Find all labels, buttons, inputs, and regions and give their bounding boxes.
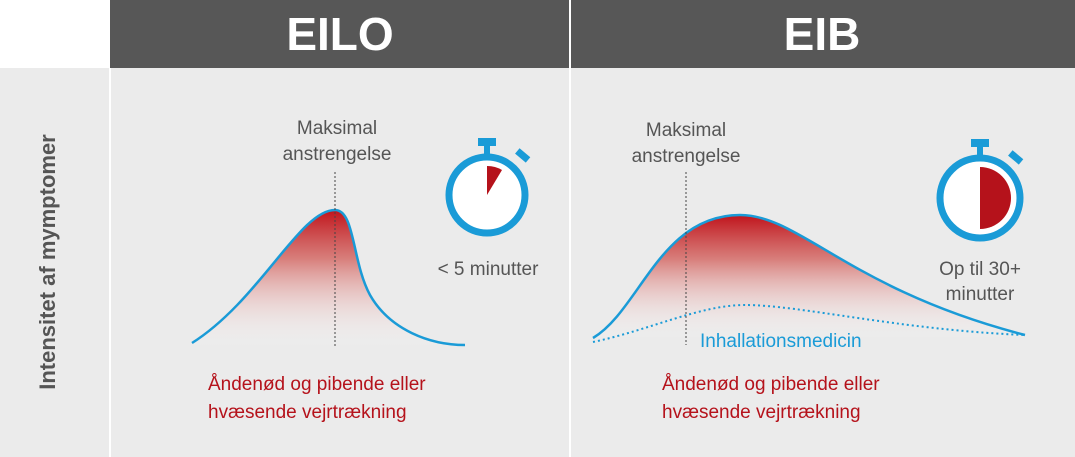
duration-label: minutter: [946, 284, 1015, 305]
header-bar: [110, 0, 1075, 68]
peak-label: anstrengelse: [283, 144, 392, 165]
symptom-curve: [191, 208, 466, 347]
peak-label: anstrengelse: [632, 146, 741, 167]
peak-label: Maksimal: [297, 118, 377, 139]
content-background: [0, 68, 1075, 457]
panel-title: EILO: [286, 8, 393, 60]
curve-fill: [593, 215, 1025, 340]
curve-fill: [192, 210, 465, 348]
panel-title: EIB: [784, 8, 861, 60]
peak-label: Maksimal: [646, 120, 726, 141]
duration-label: Op til 30+: [939, 259, 1021, 280]
symptom-label: Åndenød og pibende eller: [208, 374, 426, 395]
stopwatch: [936, 139, 1024, 242]
curve-label: Inhallationsmedicin: [700, 331, 862, 352]
symptom-label: Åndenød og pibende eller: [662, 374, 880, 395]
stopwatch: [445, 138, 531, 237]
duration-label: < 5 minutter: [438, 259, 540, 280]
symptom-label: hvæsende vejrtrækning: [208, 402, 407, 423]
symptom-curve: [592, 213, 1026, 340]
symptom-label: hvæsende vejrtrækning: [662, 402, 861, 423]
y-axis-label: Intensitet af mymptomer: [35, 134, 60, 390]
medicine-curve: [592, 303, 1026, 343]
